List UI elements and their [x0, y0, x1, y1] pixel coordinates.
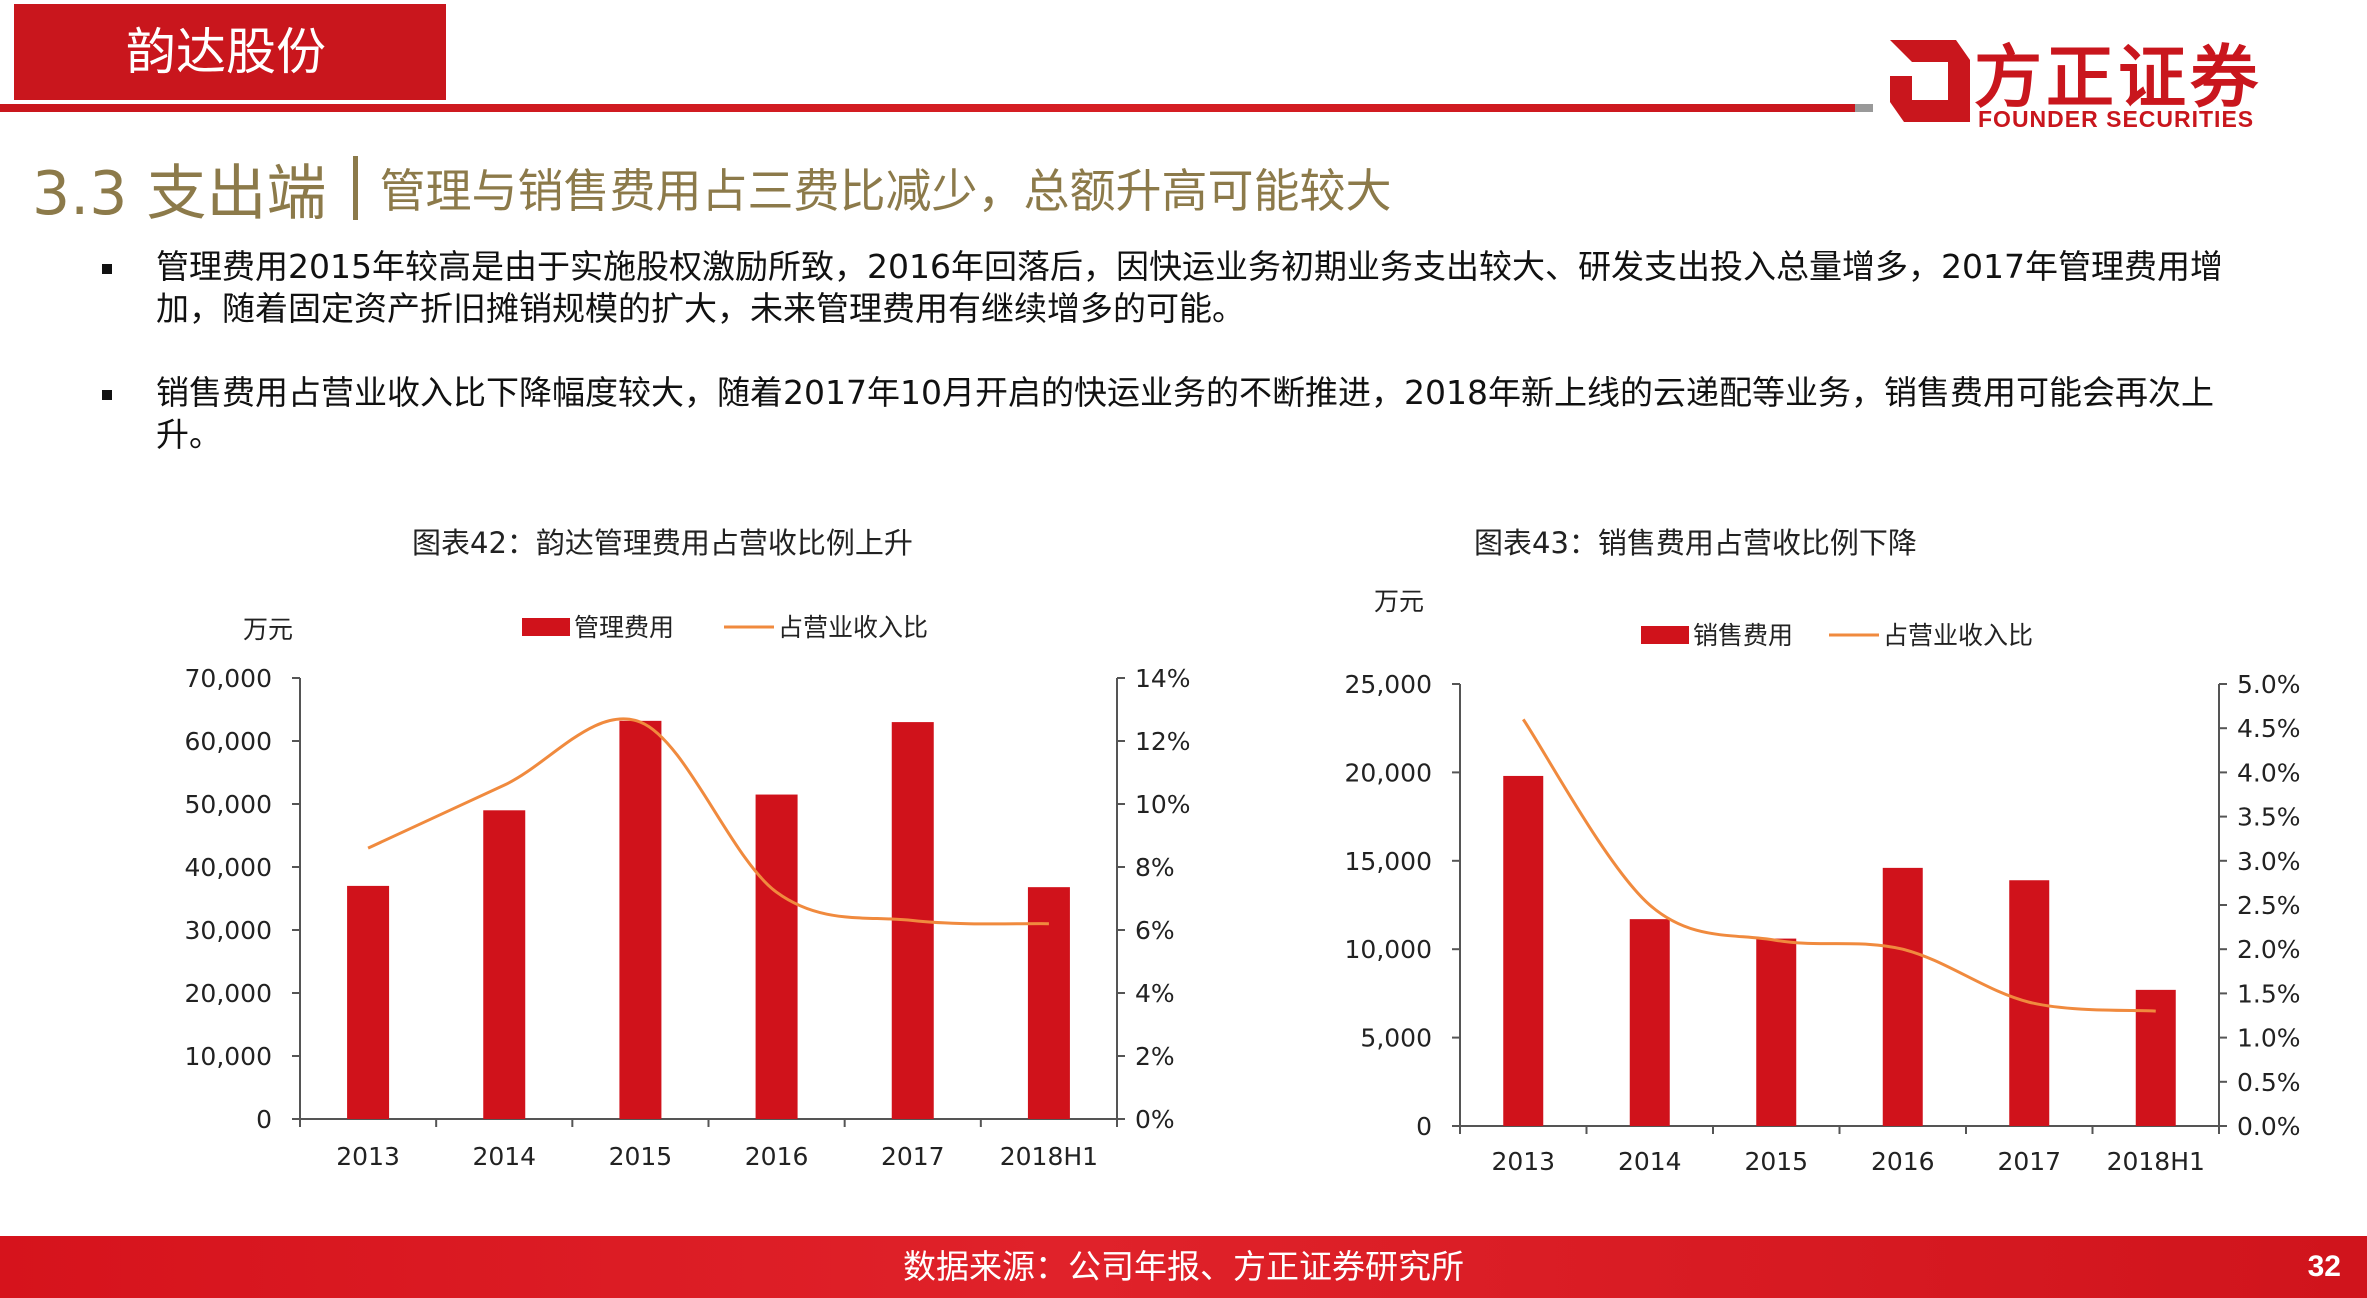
- bar-2013: [347, 885, 390, 1119]
- bar-2016: [1882, 867, 1923, 1126]
- left-axis-tick-label: 0: [256, 1105, 272, 1134]
- x-axis-category-label: 2016: [1871, 1147, 1935, 1176]
- x-axis-category-label: 2018H1: [1000, 1142, 1098, 1171]
- left-axis-tick-label: 20,000: [1345, 758, 1432, 787]
- right-axis-tick-label: 10%: [1135, 790, 1191, 819]
- chart-42-title: 图表42：韵达管理费用占营收比例上升: [412, 526, 913, 560]
- bar-2016: [755, 794, 798, 1119]
- x-axis-category-label: 2013: [336, 1142, 400, 1171]
- x-axis-category-label: 2015: [1744, 1147, 1808, 1176]
- left-axis-tick-label: 0: [1416, 1112, 1432, 1141]
- right-axis-tick-label: 1.0%: [2237, 1024, 2301, 1053]
- section-number: 3.3 支出端: [32, 158, 327, 229]
- bar-2013: [1503, 775, 1544, 1126]
- x-axis-category-label: 2014: [1618, 1147, 1682, 1176]
- right-axis-tick-label: 4.5%: [2237, 714, 2301, 743]
- chart-43-title: 图表43：销售费用占营收比例下降: [1474, 526, 1917, 560]
- x-axis-category-label: 2014: [472, 1142, 536, 1171]
- bullet-text: 管理费用2015年较高是由于实施股权激励所致，2016年回落后，因快运业务初期业…: [156, 247, 2223, 328]
- right-axis-tick-label: 1.5%: [2237, 979, 2301, 1008]
- ratio-line-series: [367, 717, 1049, 926]
- page-number: 32: [2307, 1250, 2341, 1283]
- bar-2015: [619, 720, 662, 1119]
- left-axis-tick-label: 30,000: [185, 916, 272, 945]
- bullet-list: 管理费用2015年较高是由于实施股权激励所致，2016年回落后，因快运业务初期业…: [100, 246, 2250, 498]
- right-axis-tick-label: 12%: [1135, 727, 1191, 756]
- charts-canvas: 万元 0 10,000 20,000 30,000 40,000 50,000 60,000 7…: [185, 587, 2301, 1176]
- right-axis-tick-label: 5.0%: [2237, 670, 2301, 699]
- bullet-item: 管理费用2015年较高是由于实施股权激励所致，2016年回落后，因快运业务初期业…: [100, 246, 2250, 330]
- legend-line-label: 占营业收入比: [1883, 621, 2033, 650]
- x-axis-category-label: 2017: [881, 1142, 945, 1171]
- legend-bar-label: 管理费用: [574, 613, 674, 642]
- founder-logo-icon: [1890, 40, 1970, 122]
- left-axis-tick-label: 5,000: [1360, 1024, 1432, 1053]
- right-axis-tick-label: 3.5%: [2237, 803, 2301, 832]
- right-axis-tick-label: 0.0%: [2237, 1112, 2301, 1141]
- legend-bar-swatch: [1641, 626, 1689, 644]
- x-axis-category-label: 2017: [1997, 1147, 2061, 1176]
- bar-2018H1: [2135, 989, 2176, 1126]
- bar-2015: [1756, 938, 1797, 1126]
- header-rule-end: [1855, 104, 1873, 112]
- legend-bar-label: 销售费用: [1693, 621, 1793, 650]
- bar-2014: [1629, 919, 1670, 1126]
- footer-source: 数据来源：公司年报、方正证券研究所: [903, 1247, 1464, 1286]
- footer-bar: 数据来源：公司年报、方正证券研究所 32: [0, 1236, 2367, 1298]
- right-axis-tick-label: 2%: [1135, 1042, 1175, 1071]
- section-subtitle: 管理与销售费用占三费比减少，总额升高可能较大: [379, 164, 1392, 218]
- x-axis-category-label: 2018H1: [2107, 1147, 2205, 1176]
- left-axis-tick-label: 50,000: [185, 790, 272, 819]
- left-axis-tick-label: 10,000: [185, 1042, 272, 1071]
- right-axis-tick-label: 14%: [1135, 664, 1191, 693]
- right-axis-tick-label: 8%: [1135, 853, 1175, 882]
- right-axis-tick-label: 0%: [1135, 1105, 1175, 1134]
- left-axis-tick-label: 40,000: [185, 853, 272, 882]
- x-axis-category-label: 2015: [609, 1142, 673, 1171]
- logo-subtext: FOUNDER SECURITIES: [1978, 106, 2255, 132]
- logo-text: 方正证券: [1974, 39, 2263, 118]
- right-axis-tick-label: 0.5%: [2237, 1068, 2301, 1097]
- legend-bar-swatch: [522, 618, 570, 636]
- bullet-marker: [102, 264, 112, 274]
- section-divider: [352, 156, 358, 220]
- left-axis-tick-label: 70,000: [185, 664, 272, 693]
- left-axis-tick-label: 60,000: [185, 727, 272, 756]
- bullet-item: 销售费用占营业收入比下降幅度较大，随着2017年10月开启的快运业务的不断推进，…: [100, 372, 2250, 456]
- bar-2018H1: [1027, 887, 1070, 1119]
- right-axis-tick-label: 4%: [1135, 979, 1175, 1008]
- bullet-marker: [102, 390, 112, 400]
- left-axis-tick-label: 25,000: [1345, 670, 1432, 699]
- x-axis-category-label: 2013: [1491, 1147, 1555, 1176]
- ratio-line-series: [1522, 718, 2156, 1013]
- legend-line-label: 占营业收入比: [778, 613, 928, 642]
- y-axis-unit-label: 万元: [1374, 587, 1424, 616]
- right-axis-tick-label: 2.0%: [2237, 935, 2301, 964]
- report-tab-title: 韵达股份: [14, 4, 446, 100]
- right-axis-tick-label: 2.5%: [2237, 891, 2301, 920]
- left-axis-tick-label: 20,000: [185, 979, 272, 1008]
- y-axis-unit-label: 万元: [243, 615, 293, 644]
- right-axis-tick-label: 4.0%: [2237, 758, 2301, 787]
- x-axis-category-label: 2016: [745, 1142, 809, 1171]
- bullet-text: 销售费用占营业收入比下降幅度较大，随着2017年10月开启的快运业务的不断推进，…: [156, 373, 2214, 454]
- header-rule: [0, 104, 1860, 112]
- section-title: 3.3 支出端 管理与销售费用占三费比减少，总额升高可能较大: [32, 148, 1392, 229]
- left-axis-tick-label: 15,000: [1345, 847, 1432, 876]
- right-axis-tick-label: 3.0%: [2237, 847, 2301, 876]
- bar-2014: [483, 810, 526, 1119]
- right-axis-tick-label: 6%: [1135, 916, 1175, 945]
- left-axis-tick-label: 10,000: [1345, 935, 1432, 964]
